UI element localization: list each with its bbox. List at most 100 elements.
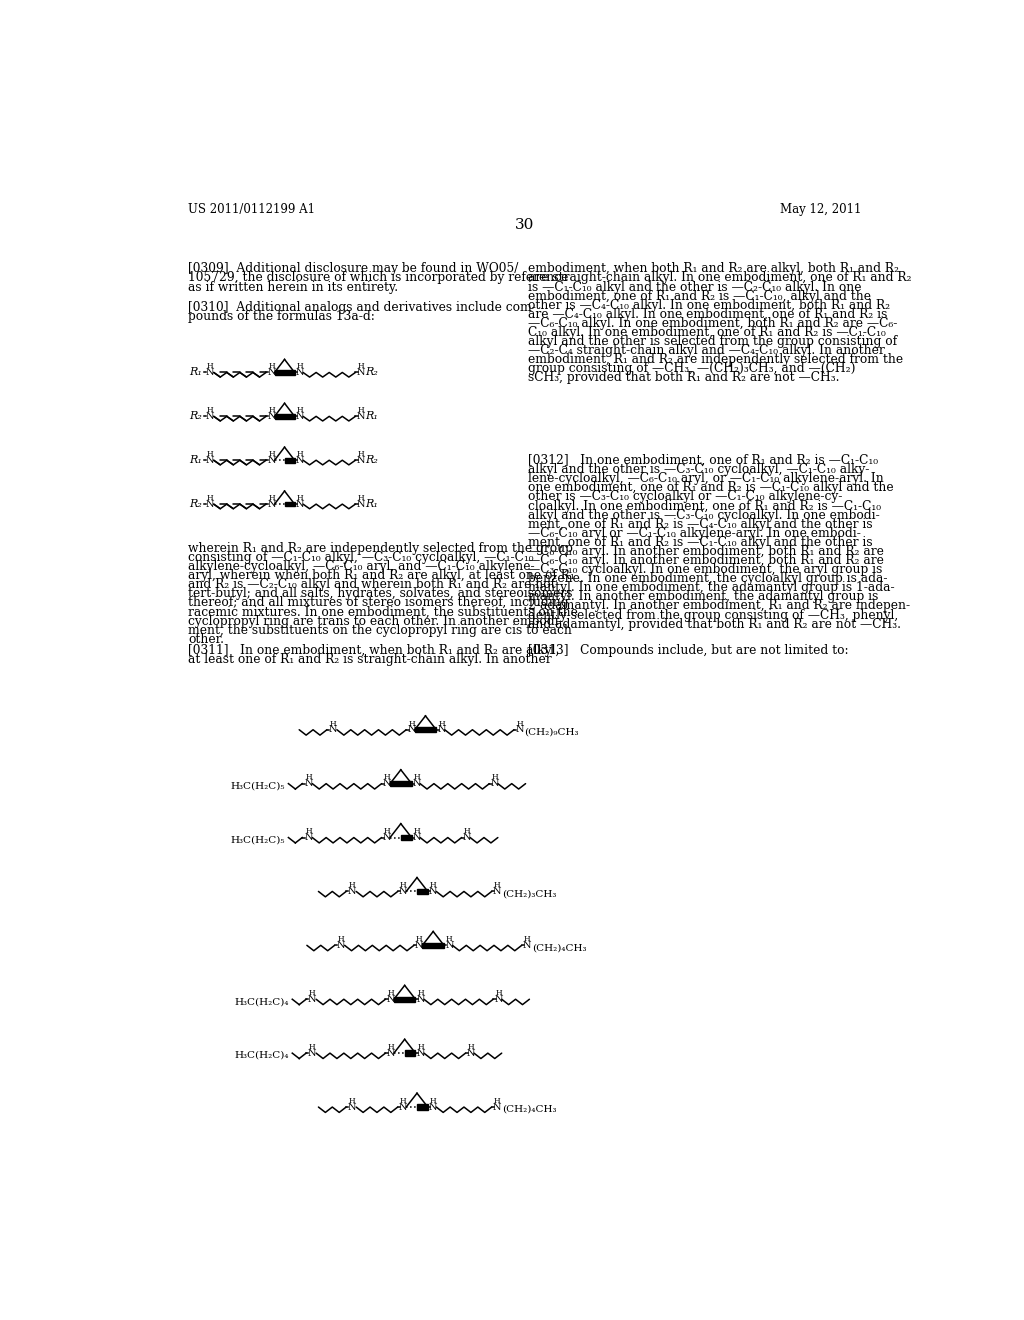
Text: embodiment, when both R₁ and R₂ are alkyl, both R₁ and R₂: embodiment, when both R₁ and R₂ are alky… xyxy=(528,263,899,276)
Text: H: H xyxy=(357,450,365,458)
Text: ment, the substituents on the cyclopropyl ring are cis to each: ment, the substituents on the cyclopropy… xyxy=(188,623,572,636)
Text: R₂: R₂ xyxy=(189,499,202,510)
Text: as if written herein in its entirety.: as if written herein in its entirety. xyxy=(188,281,398,293)
Text: N: N xyxy=(206,500,214,508)
Text: N: N xyxy=(267,368,275,378)
Text: —C₃-C₁₀ cycloalkyl. In one embodiment, the aryl group is: —C₃-C₁₀ cycloalkyl. In one embodiment, t… xyxy=(528,564,883,576)
Text: R₁: R₁ xyxy=(366,499,378,510)
Text: H: H xyxy=(268,450,274,458)
Text: other is —C₄-C₁₀ alkyl. In one embodiment, both R₁ and R₂: other is —C₄-C₁₀ alkyl. In one embodimen… xyxy=(528,298,890,312)
Text: cyclopropyl ring are trans to each other. In another embodi-: cyclopropyl ring are trans to each other… xyxy=(188,615,563,627)
Text: N: N xyxy=(356,455,365,465)
Text: H: H xyxy=(524,935,530,944)
Text: H: H xyxy=(207,362,213,371)
Text: H: H xyxy=(418,989,424,997)
Text: —C₆-C₁₀ aryl. In another embodiment, both R₁ and R₂ are: —C₆-C₁₀ aryl. In another embodiment, bot… xyxy=(528,545,884,558)
Text: H: H xyxy=(268,362,274,371)
Text: H: H xyxy=(492,774,498,781)
Text: H: H xyxy=(207,494,213,502)
Text: May 12, 2011: May 12, 2011 xyxy=(780,203,861,216)
Text: N: N xyxy=(515,725,523,734)
Text: embodiment, one of R₁ and R₂ is —C₁-C₁₀, alkyl and the: embodiment, one of R₁ and R₂ is —C₁-C₁₀,… xyxy=(528,289,870,302)
Text: other.: other. xyxy=(188,632,224,645)
Text: N: N xyxy=(337,941,345,950)
Polygon shape xyxy=(285,502,295,507)
Text: (CH₂)₄CH₃: (CH₂)₄CH₃ xyxy=(502,1105,556,1114)
Text: H: H xyxy=(297,407,303,414)
Text: H: H xyxy=(338,935,344,944)
Text: C₁₀ alkyl. In one embodiment, one of R₁ and R₂ is —C₁-C₁₀: C₁₀ alkyl. In one embodiment, one of R₁ … xyxy=(528,326,886,339)
Text: N: N xyxy=(304,779,312,788)
Text: N: N xyxy=(429,1102,437,1111)
Text: and R₂ is —C₂-C₁₀ alkyl and wherein both R₁ and R₂ are not: and R₂ is —C₂-C₁₀ alkyl and wherein both… xyxy=(188,578,556,591)
Polygon shape xyxy=(390,781,412,787)
Text: H: H xyxy=(418,1043,424,1051)
Text: H: H xyxy=(309,1043,315,1051)
Text: are straight-chain alkyl. In one embodiment, one of R₁ and R₂: are straight-chain alkyl. In one embodim… xyxy=(528,272,911,284)
Text: and adamantyl, provided that both R₁ and R₂ are not —CH₃.: and adamantyl, provided that both R₁ and… xyxy=(528,618,901,631)
Text: N: N xyxy=(304,833,312,842)
Text: N: N xyxy=(206,412,214,421)
Polygon shape xyxy=(422,942,444,948)
Polygon shape xyxy=(404,1051,416,1056)
Text: N: N xyxy=(399,1102,408,1111)
Text: (CH₂)₉CH₃: (CH₂)₉CH₃ xyxy=(524,727,579,737)
Text: mantyl. In one embodiment, the adamantyl group is 1-ada-: mantyl. In one embodiment, the adamantyl… xyxy=(528,581,895,594)
Text: group consisting of —CH₃, —(CH₂)₃CH₃, and —(CH₂): group consisting of —CH₃, —(CH₂)₃CH₃, an… xyxy=(528,362,855,375)
Text: N: N xyxy=(413,833,421,842)
Text: H: H xyxy=(297,362,303,371)
Text: N: N xyxy=(308,995,316,1003)
Text: N: N xyxy=(490,779,499,788)
Text: H: H xyxy=(409,719,415,727)
Text: H: H xyxy=(516,719,522,727)
Text: H₃C(H₂C)₄: H₃C(H₂C)₄ xyxy=(234,1051,289,1060)
Text: N: N xyxy=(463,833,471,842)
Text: consisting of —C₁-C₁₀ alkyl, —C₃-C₁₀ cycloalkyl, —C₁-C₁₀: consisting of —C₁-C₁₀ alkyl, —C₃-C₁₀ cyc… xyxy=(188,550,534,564)
Text: H: H xyxy=(357,494,365,502)
Text: H₃C(H₂C)₅: H₃C(H₂C)₅ xyxy=(230,836,286,845)
Text: N: N xyxy=(206,455,214,465)
Text: H: H xyxy=(414,774,420,781)
Text: —C₆-C₁₀ alkyl. In one embodiment, both R₁ and R₂ are —C₆-: —C₆-C₁₀ alkyl. In one embodiment, both R… xyxy=(528,317,897,330)
Text: N: N xyxy=(308,1048,316,1057)
Text: N: N xyxy=(296,368,304,378)
Text: wherein R₁ and R₂ are independently selected from the group: wherein R₁ and R₂ are independently sele… xyxy=(188,543,573,554)
Text: N: N xyxy=(415,941,424,950)
Text: H: H xyxy=(384,774,390,781)
Text: (CH₂)₃CH₃: (CH₂)₃CH₃ xyxy=(502,890,556,898)
Text: at least one of R₁ and R₂ is straight-chain alkyl. In another: at least one of R₁ and R₂ is straight-ch… xyxy=(188,653,552,667)
Text: H: H xyxy=(349,1097,355,1105)
Text: alkyl and the other is selected from the group consisting of: alkyl and the other is selected from the… xyxy=(528,335,897,348)
Text: N: N xyxy=(495,995,503,1003)
Text: H: H xyxy=(305,828,311,836)
Text: H: H xyxy=(268,407,274,414)
Polygon shape xyxy=(394,997,416,1002)
Text: H: H xyxy=(297,450,303,458)
Text: —C₆-C₁₀ aryl. In another embodiment, both R₁ and R₂ are: —C₆-C₁₀ aryl. In another embodiment, bot… xyxy=(528,554,884,568)
Text: R₁: R₁ xyxy=(366,412,378,421)
Text: [0313]   Compounds include, but are not limited to:: [0313] Compounds include, but are not li… xyxy=(528,644,849,657)
Text: H: H xyxy=(305,774,311,781)
Text: N: N xyxy=(267,500,275,508)
Text: [0311]   In one embodiment, when both R₁ and R₂ are alkyl,: [0311] In one embodiment, when both R₁ a… xyxy=(188,644,560,657)
Text: sCH₃, provided that both R₁ and R₂ are not —CH₃.: sCH₃, provided that both R₁ and R₂ are n… xyxy=(528,371,840,384)
Polygon shape xyxy=(417,888,428,894)
Text: H: H xyxy=(464,828,470,836)
Text: US 2011/0112199 A1: US 2011/0112199 A1 xyxy=(188,203,315,216)
Text: lene-cycloalkyl, —C₆-C₁₀ aryl, or —C₁-C₁₀ alkylene-aryl. In: lene-cycloalkyl, —C₆-C₁₀ aryl, or —C₁-C₁… xyxy=(528,473,884,486)
Text: H: H xyxy=(416,935,423,944)
Text: 2-adamantyl. In another embodiment, R₁ and R₂ are indepen-: 2-adamantyl. In another embodiment, R₁ a… xyxy=(528,599,910,612)
Text: N: N xyxy=(348,887,356,896)
Text: N: N xyxy=(413,779,421,788)
Text: H: H xyxy=(399,1097,407,1105)
Text: N: N xyxy=(429,887,437,896)
Text: N: N xyxy=(445,941,454,950)
Text: [0309]  Additional disclosure may be found in WO05/: [0309] Additional disclosure may be foun… xyxy=(188,263,519,276)
Text: H: H xyxy=(357,362,365,371)
Text: thereof; and all mixtures of stereo isomers thereof, including: thereof; and all mixtures of stereo isom… xyxy=(188,597,569,610)
Text: N: N xyxy=(417,995,425,1003)
Text: alkyl and the other is —C₃-C₁₀ cycloalkyl, —C₁-C₁₀ alky-: alkyl and the other is —C₃-C₁₀ cycloalky… xyxy=(528,463,869,477)
Text: are —C₄-C₁₀ alkyl. In one embodiment, one of R₁ and R₂ is: are —C₄-C₁₀ alkyl. In one embodiment, on… xyxy=(528,308,887,321)
Text: H₃C(H₂C)₅: H₃C(H₂C)₅ xyxy=(230,781,286,791)
Text: N: N xyxy=(348,1102,356,1111)
